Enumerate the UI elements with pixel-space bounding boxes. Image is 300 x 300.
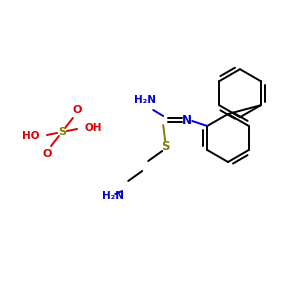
Text: HO: HO	[22, 131, 40, 141]
Text: OH: OH	[84, 123, 102, 133]
Text: H₂N: H₂N	[102, 191, 124, 201]
Text: S: S	[161, 140, 170, 152]
Text: S: S	[58, 127, 66, 137]
Text: H₂N: H₂N	[134, 95, 156, 105]
Text: O: O	[42, 149, 52, 159]
Text: N: N	[182, 113, 192, 127]
Text: O: O	[72, 105, 82, 115]
